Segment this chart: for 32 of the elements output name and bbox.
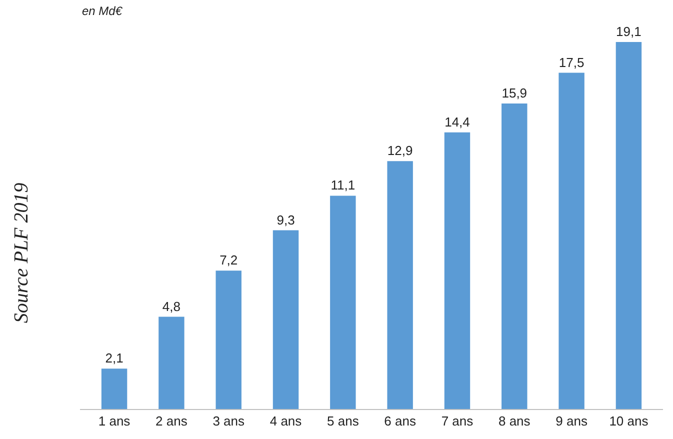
x-tick-label: 6 ans — [384, 414, 416, 429]
bar — [558, 72, 584, 409]
data-label: 4,8 — [162, 298, 180, 314]
data-label: 19,1 — [616, 24, 642, 40]
bar — [387, 161, 413, 409]
data-label: 15,9 — [502, 86, 528, 100]
data-label: 2,1 — [105, 350, 124, 366]
bar — [101, 368, 128, 409]
data-label: 12,9 — [387, 143, 413, 158]
x-tick-label: 10 ans — [609, 414, 649, 429]
data-label: 11,1 — [330, 178, 356, 193]
x-tick-label: 3 ans — [212, 414, 246, 429]
bar — [158, 316, 184, 409]
x-tick-label: 4 ans — [270, 414, 302, 429]
bar — [616, 42, 642, 409]
bar — [216, 270, 242, 409]
source-note: Source PLF 2019 — [10, 182, 32, 324]
x-tick-label: 2 ans — [156, 414, 188, 429]
data-label: 9,3 — [276, 212, 295, 228]
text: en Md€ — [82, 4, 124, 18]
bar — [330, 196, 356, 409]
data-label: 14,4 — [444, 114, 470, 130]
x-tick-label: 1 ans — [98, 414, 131, 429]
x-tick-label: 7 ans — [441, 414, 474, 429]
data-label: 17,5 — [558, 54, 584, 70]
data-label: 7,2 — [220, 252, 238, 268]
x-tick-label: 8 ans — [498, 414, 531, 429]
bar — [502, 104, 528, 409]
x-tick-label: 9 ans — [556, 414, 588, 429]
bar — [444, 132, 470, 409]
x-tick-label: 5 ans — [327, 414, 360, 429]
bar — [272, 230, 299, 409]
